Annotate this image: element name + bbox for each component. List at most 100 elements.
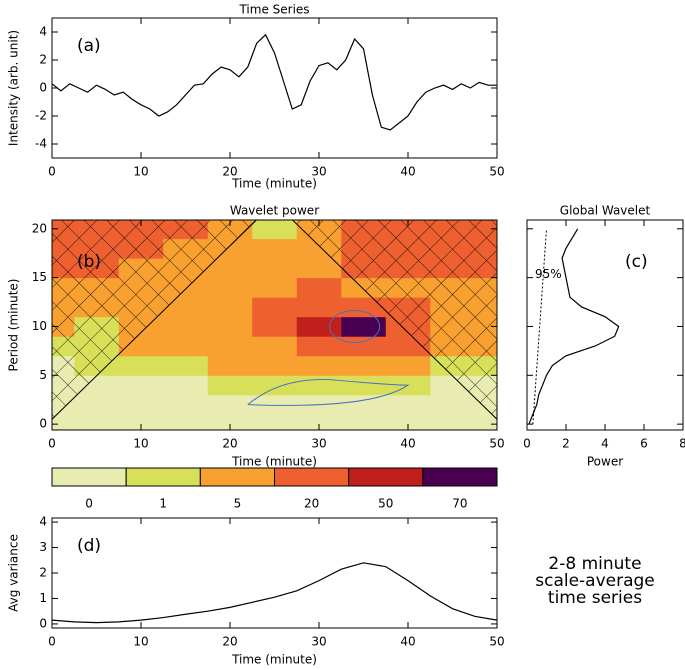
heat-cell <box>163 375 209 396</box>
heat-cell <box>118 355 164 376</box>
x-tick-label: 0 <box>48 165 56 179</box>
heat-cell <box>296 414 342 430</box>
heat-cell <box>252 277 298 298</box>
colorbar-swatch <box>274 467 350 487</box>
panel-label: (b) <box>77 252 101 272</box>
heat-cell <box>474 414 497 430</box>
heat-cell <box>118 375 164 396</box>
heat-cell <box>296 316 342 337</box>
x-tick-label: 0 <box>48 437 56 451</box>
panel-label: (a) <box>77 36 101 56</box>
colorbar-label: 50 <box>378 497 393 511</box>
annotation: 2-8 minute <box>548 554 641 574</box>
heat-cell <box>207 336 253 357</box>
x-tick-label: 2 <box>562 437 570 451</box>
y-axis-label: Intensity (arb. unit) <box>7 30 21 146</box>
y-tick-label: 0 <box>39 417 47 431</box>
heat-cell <box>207 297 253 318</box>
heat-cell <box>52 414 75 430</box>
colorbar-label: 5 <box>234 497 242 511</box>
x-tick-label: 0 <box>523 437 531 451</box>
y-tick-label: 1 <box>39 591 47 605</box>
heat-cell <box>341 316 387 337</box>
heat-cell <box>341 336 387 357</box>
x-tick-label: 4 <box>601 437 609 451</box>
y-tick-label: 2 <box>39 53 47 67</box>
heat-cell <box>252 414 298 430</box>
y-tick-label: -4 <box>35 137 47 151</box>
significance-contour <box>247 379 410 406</box>
x-tick-label: 0 <box>48 635 56 649</box>
heat-cell <box>341 355 387 376</box>
significance-label: 95% <box>535 267 562 281</box>
heat-cell <box>430 414 476 430</box>
plot-frame <box>51 17 498 159</box>
heat-cell <box>207 394 253 415</box>
heat-cell <box>252 258 298 279</box>
x-tick-label: 30 <box>311 635 326 649</box>
y-tick-label: -2 <box>35 109 47 123</box>
y-tick-label: 3 <box>39 540 47 554</box>
heat-cell <box>252 336 298 357</box>
heat-cell <box>341 414 387 430</box>
x-tick-label: 30 <box>311 165 326 179</box>
colorbar-label: 20 <box>304 497 319 511</box>
heat-cell <box>252 375 298 396</box>
data-line <box>51 33 497 131</box>
heat-cell <box>341 297 387 318</box>
colorbar-swatch <box>422 467 498 487</box>
x-tick-label: 20 <box>222 437 237 451</box>
y-tick-label: 0 <box>39 616 47 630</box>
heat-cell <box>430 394 476 415</box>
heat-cell <box>207 258 253 279</box>
y-tick-label: 4 <box>39 515 47 529</box>
heat-cell <box>207 414 253 430</box>
heat-cell <box>296 355 342 376</box>
y-tick-label: 15 <box>32 270 47 284</box>
plot-frame <box>51 517 498 629</box>
x-tick-label: 10 <box>133 437 148 451</box>
heat-cell <box>163 316 209 337</box>
data-line <box>51 562 498 624</box>
x-tick-label: 10 <box>133 165 148 179</box>
y-axis-label: Period (minute) <box>7 279 21 372</box>
y-tick-label: 5 <box>39 368 47 382</box>
heat-cell <box>207 316 253 337</box>
heat-cell <box>252 355 298 376</box>
heat-cell <box>118 414 164 430</box>
x-tick-label: 20 <box>222 635 237 649</box>
x-tick-label: 6 <box>640 437 648 451</box>
heat-cell <box>385 355 431 376</box>
colorbar-label: 1 <box>159 497 167 511</box>
x-axis-label: Power <box>587 455 623 469</box>
heat-cell <box>296 375 342 396</box>
plot-frame <box>526 219 684 431</box>
heat-cell <box>163 394 209 415</box>
heat-cell <box>252 297 298 318</box>
power-line <box>528 228 620 425</box>
heat-cell <box>74 394 120 415</box>
heat-cell <box>252 238 298 259</box>
x-tick-label: 40 <box>400 437 415 451</box>
x-tick-label: 50 <box>489 165 504 179</box>
panel-title: Global Wavelet <box>560 204 651 218</box>
heat-cell <box>341 394 387 415</box>
x-axis-label: Time (minute) <box>231 177 317 191</box>
cone-of-influence <box>52 220 497 420</box>
y-tick-label: 4 <box>39 25 47 39</box>
heat-cell <box>252 316 298 337</box>
x-axis-label: Time (minute) <box>231 455 317 469</box>
heat-cell <box>296 336 342 357</box>
x-tick-label: 50 <box>489 635 504 649</box>
panel-title: Wavelet power <box>230 204 319 218</box>
colorbar-label: 70 <box>452 497 467 511</box>
x-tick-label: 10 <box>133 635 148 649</box>
panel-label: (c) <box>625 252 648 272</box>
colorbar-swatch <box>199 467 275 487</box>
x-tick-label: 40 <box>400 165 415 179</box>
significance-line <box>532 228 547 425</box>
heat-cell <box>163 414 209 430</box>
heat-cell <box>207 355 253 376</box>
x-tick-label: 30 <box>311 437 326 451</box>
